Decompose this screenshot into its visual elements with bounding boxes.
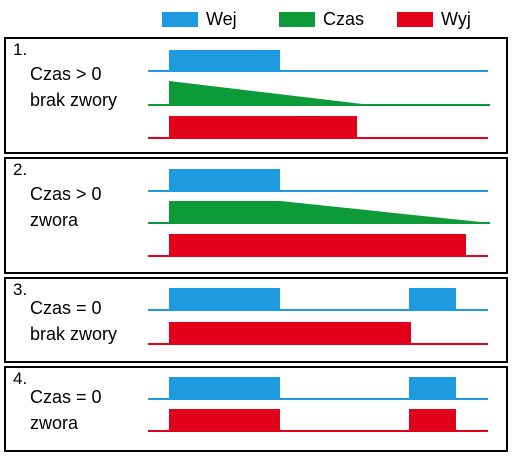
legend-label-wyj: Wyj (441, 9, 471, 29)
panel-2-input-wave (148, 169, 488, 192)
panel-2-label-line2: zwora (30, 210, 79, 230)
panel-2-output-wave (148, 234, 488, 257)
panel-3-number: 3. (13, 280, 28, 299)
panel-1-number: 1. (13, 40, 28, 59)
panel-2-timer-wave (148, 201, 490, 224)
legend-label-wej: Wej (206, 9, 237, 29)
panel-3-input-wave (148, 288, 488, 311)
panel-2-waveforms (148, 169, 490, 257)
panel-4-waveforms (148, 377, 488, 432)
panel-1-output-wave (148, 116, 488, 139)
panel-4-number: 4. (13, 369, 28, 388)
panel-3-waveforms (148, 288, 488, 345)
panel-1-label-line1: Czas > 0 (30, 64, 102, 84)
panel-4-input-wave (148, 377, 488, 400)
panel-2: 2. Czas > 0 zwora (4, 157, 508, 274)
panel-1-timer-wave (148, 81, 490, 106)
panel-3-output-wave (148, 322, 488, 345)
legend-label-czas: Czas (323, 9, 365, 29)
panel-2-label-line1: Czas > 0 (30, 184, 102, 204)
panel-3-label-line1: Czas = 0 (30, 298, 102, 318)
panel-3: 3. Czas = 0 brak zwory (4, 277, 508, 363)
legend-swatch-czas (279, 12, 315, 27)
panel-4-label-line1: Czas = 0 (30, 387, 102, 407)
panel-1-label-line2: brak zwory (30, 90, 118, 110)
legend: Wej Czas Wyj (0, 0, 516, 36)
panel-2-number: 2. (13, 160, 28, 179)
legend-swatch-wej (162, 12, 198, 27)
panel-4-label-line2: zwora (30, 413, 79, 433)
panel-1: 1. Czas > 0 brak zwory (4, 37, 508, 154)
panel-1-input-wave (148, 50, 488, 72)
panel-1-waveforms (148, 50, 490, 139)
panel-4: 4. Czas = 0 zwora (4, 366, 508, 452)
panel-3-label-line2: brak zwory (30, 324, 118, 344)
legend-swatch-wyj (397, 12, 433, 27)
panel-4-output-wave (148, 409, 488, 432)
